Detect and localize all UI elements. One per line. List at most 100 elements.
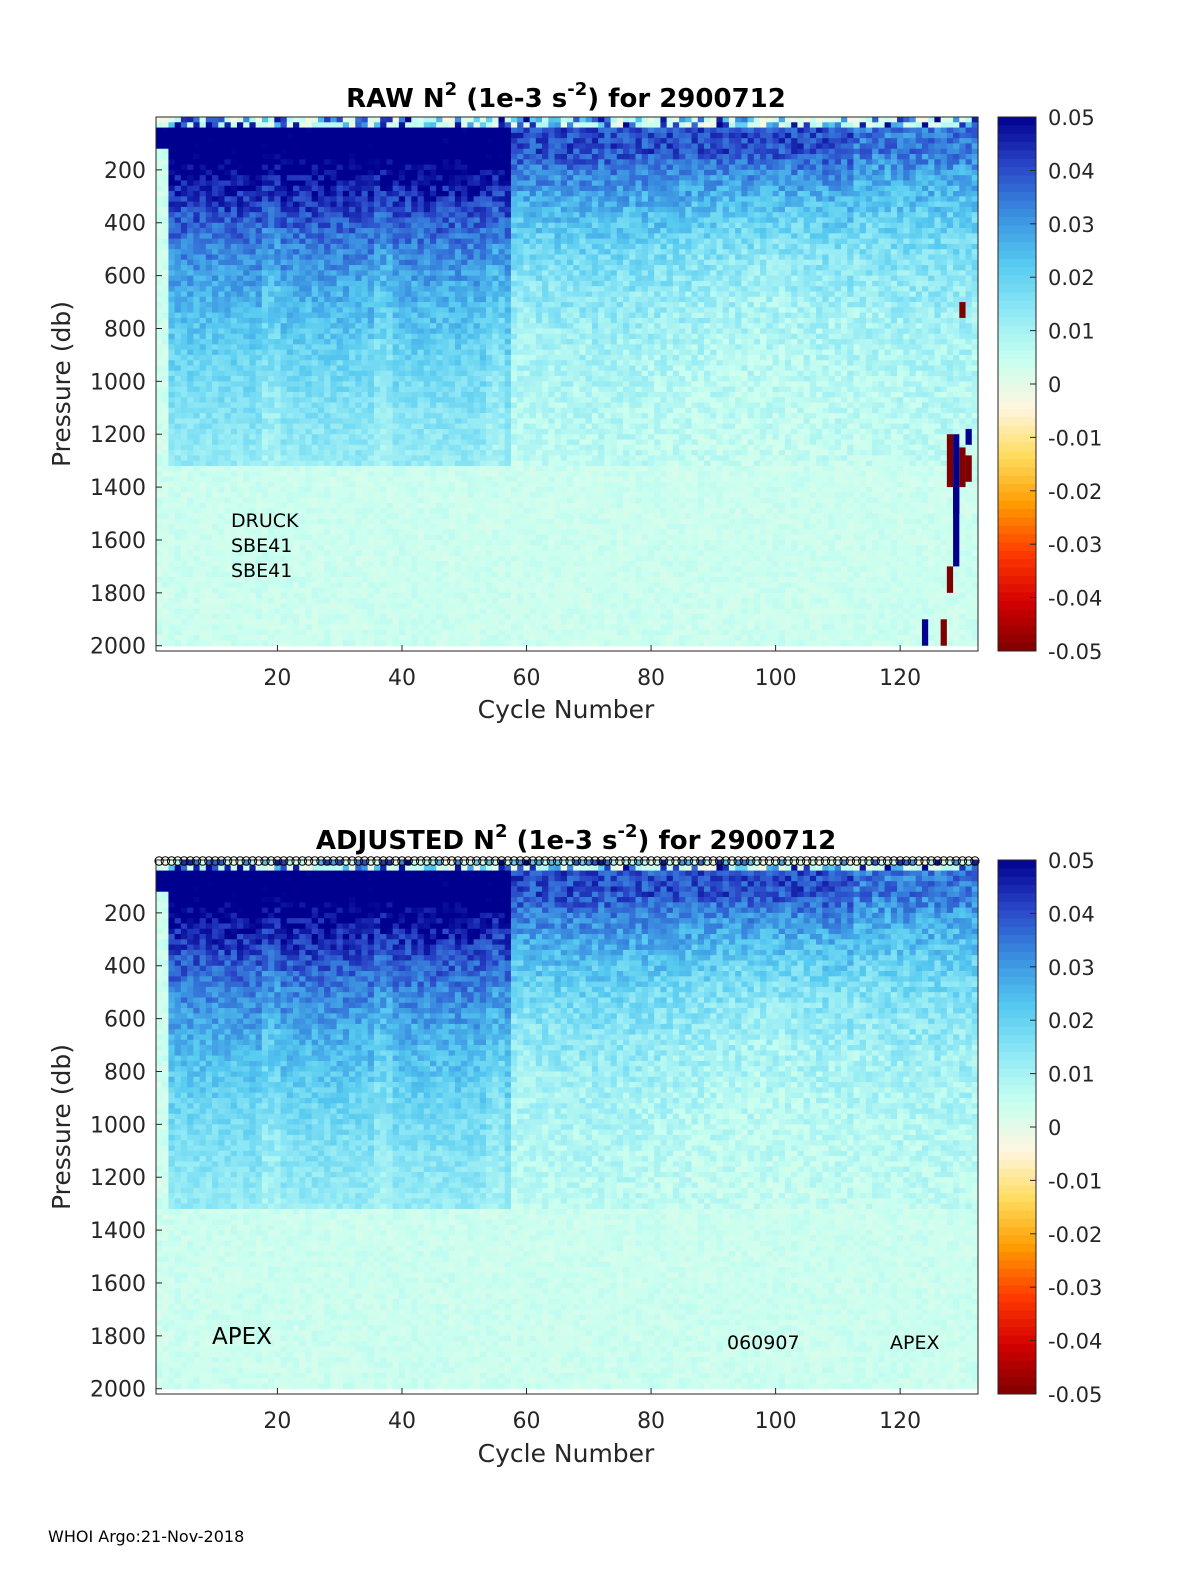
heatmap-cell: [231, 397, 238, 403]
heatmap-cell: [181, 424, 188, 430]
heatmap-cell: [249, 640, 256, 646]
heatmap-cell: [368, 603, 375, 609]
heatmap-cell: [225, 492, 232, 498]
heatmap-cell: [206, 572, 213, 578]
heatmap-cell: [305, 545, 312, 551]
heatmap-cell: [330, 630, 337, 636]
heatmap-cell: [430, 582, 437, 588]
heatmap-cell: [430, 614, 437, 620]
heatmap-cell: [368, 471, 375, 477]
heatmap-cell: [212, 635, 219, 641]
heatmap-cell: [362, 196, 369, 202]
heatmap-cell: [355, 212, 362, 218]
heatmap-cell: [262, 276, 269, 282]
heatmap-cell: [168, 159, 175, 165]
heatmap-cell: [187, 281, 194, 287]
heatmap-cell: [368, 392, 375, 398]
heatmap-cell: [206, 418, 213, 424]
heatmap-cell: [212, 403, 219, 409]
heatmap-cell: [287, 588, 294, 594]
heatmap-cell: [355, 350, 362, 356]
heatmap-cell: [399, 524, 406, 530]
heatmap-cell: [399, 186, 406, 192]
heatmap-cell: [225, 302, 232, 308]
heatmap-cell: [268, 143, 275, 149]
heatmap-cell: [449, 413, 456, 419]
heatmap-cell: [256, 492, 263, 498]
heatmap-cell: [181, 143, 188, 149]
heatmap-cell: [399, 276, 406, 282]
heatmap-cell: [436, 397, 443, 403]
heatmap-cell: [200, 461, 207, 467]
heatmap-cell: [274, 503, 281, 509]
heatmap-cell: [274, 344, 281, 350]
heatmap-cell: [418, 212, 425, 218]
heatmap-cell: [343, 445, 350, 451]
heatmap-cell: [368, 397, 375, 403]
heatmap-cell: [374, 387, 381, 393]
heatmap-cell: [386, 233, 393, 239]
heatmap-cell: [455, 355, 462, 361]
heatmap-cell: [418, 482, 425, 488]
heatmap-cell: [218, 143, 225, 149]
heatmap-cell: [212, 381, 219, 387]
heatmap-cell: [324, 344, 331, 350]
heatmap-cell: [368, 133, 375, 139]
heatmap-cell: [386, 212, 393, 218]
heatmap-cell: [386, 397, 393, 403]
heatmap-cell: [218, 175, 225, 181]
heatmap-cell: [175, 376, 182, 382]
heatmap-cell: [312, 128, 319, 134]
heatmap-cell: [349, 482, 356, 488]
heatmap-cell: [337, 223, 344, 229]
heatmap-cell: [231, 334, 238, 340]
heatmap-cell: [243, 170, 250, 176]
heatmap-cell: [442, 514, 449, 520]
heatmap-cell: [405, 318, 412, 324]
heatmap-cell: [430, 477, 437, 483]
heatmap-cell: [330, 186, 337, 192]
heatmap-cell: [330, 619, 337, 625]
heatmap-cell: [368, 286, 375, 292]
heatmap-cell: [312, 344, 319, 350]
heatmap-cell: [200, 508, 207, 514]
heatmap-cell: [299, 593, 306, 599]
heatmap-cell: [262, 360, 269, 366]
heatmap-cell: [430, 566, 437, 572]
heatmap-cell: [411, 154, 418, 160]
heatmap-cell: [418, 519, 425, 525]
heatmap-cell: [200, 254, 207, 260]
heatmap-cell: [262, 366, 269, 372]
heatmap-cell: [430, 450, 437, 456]
heatmap-cell: [231, 466, 238, 472]
heatmap-cell: [256, 143, 263, 149]
heatmap-cell: [249, 635, 256, 641]
heatmap-cell: [337, 619, 344, 625]
heatmap-cell: [200, 265, 207, 271]
heatmap-cell: [349, 286, 356, 292]
heatmap-cell: [411, 159, 418, 165]
heatmap-cell: [386, 291, 393, 297]
heatmap-cell: [175, 545, 182, 551]
heatmap-cell: [225, 582, 232, 588]
heatmap-cell: [168, 249, 175, 255]
heatmap-cell: [411, 556, 418, 562]
heatmap-cell: [362, 572, 369, 578]
heatmap-cell: [256, 339, 263, 345]
heatmap-cell: [237, 598, 244, 604]
heatmap-cell: [299, 556, 306, 562]
heatmap-cell: [175, 540, 182, 546]
heatmap-cell: [461, 418, 468, 424]
heatmap-cell: [312, 360, 319, 366]
heatmap-cell: [237, 270, 244, 276]
heatmap-cell: [256, 138, 263, 144]
heatmap-cell: [274, 149, 281, 155]
heatmap-cell: [411, 630, 418, 636]
heatmap-cell: [374, 344, 381, 350]
heatmap-cell: [442, 424, 449, 430]
heatmap-cell: [237, 297, 244, 303]
heatmap-cell: [386, 556, 393, 562]
heatmap-cell: [299, 381, 306, 387]
heatmap-cell: [349, 355, 356, 361]
